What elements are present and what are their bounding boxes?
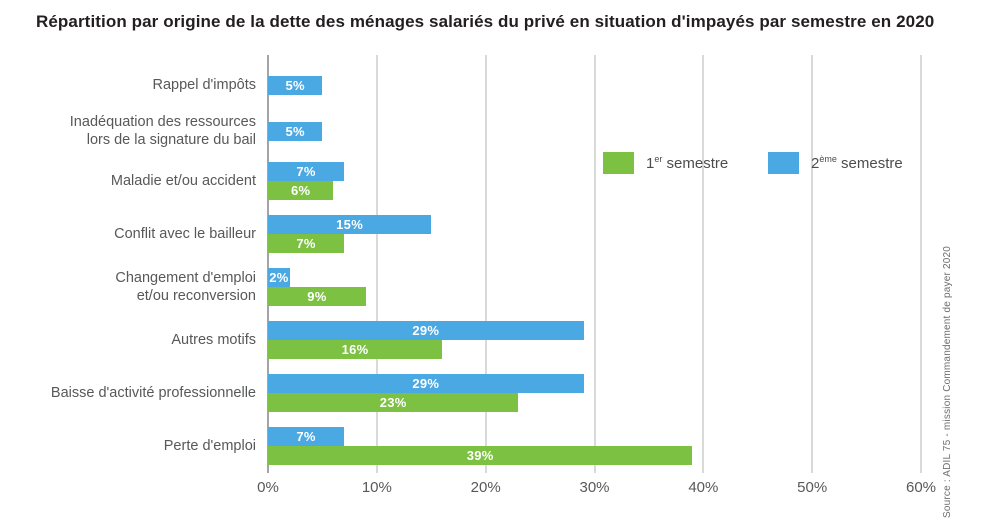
- bar-2eme-semestre: 29%: [268, 320, 584, 340]
- bar-group: 5%: [268, 121, 323, 141]
- x-axis-label-40%: 40%: [688, 479, 719, 496]
- category-label: Rappel d'impôts: [152, 77, 256, 93]
- category-label: Conflit avec le bailleur: [114, 225, 256, 242]
- chart-row: Conflit avec le bailleur 15% 7%: [0, 207, 921, 260]
- gridline-40%: [702, 55, 705, 473]
- bar-2eme-semestre: 5%: [268, 121, 323, 141]
- chart-row: Changement d'emploi et/ou reconversion 2% 9…: [0, 260, 921, 313]
- bar-value-label: 23%: [379, 394, 407, 410]
- bar-2eme-semestre: 5%: [268, 75, 323, 95]
- bar-value-label: 5%: [285, 77, 305, 93]
- bar-value-label: 29%: [412, 322, 440, 338]
- category-label: Perte d'emploi: [163, 437, 256, 454]
- x-axis-label-60%: 60%: [905, 479, 937, 496]
- x-axis: 0% 10% 20% 30% 40% 50% 60%: [0, 479, 999, 499]
- category-label: Changement d'emploi et/ou reconversion: [115, 269, 256, 304]
- bar-1er-semestre: 23%: [268, 392, 519, 412]
- plot-area: [267, 55, 922, 473]
- gridline-30%: [593, 55, 596, 473]
- source-note: Source : ADIL 75 - mission Commandement …: [942, 245, 953, 518]
- bar-1er-semestre: 39%: [268, 445, 693, 465]
- bar-value-label: 29%: [412, 375, 440, 391]
- bar-value-label: 6%: [290, 182, 311, 198]
- bar-group: 2% 9%: [268, 267, 366, 306]
- bars-region: Rappel d'impôts 5% Inadéquation des ressou…: [0, 58, 921, 472]
- chart-row: Baisse d'activité professionnelle 29% 23%: [0, 366, 921, 419]
- gridline-60%: [920, 55, 922, 473]
- bar-group: 5%: [268, 75, 323, 95]
- gridline-10%: [375, 55, 378, 473]
- chart-row: Autres motifs 29% 16%: [0, 313, 921, 366]
- chart-row: Perte d'emploi 7% 39%: [0, 419, 921, 472]
- bar-1er-semestre: 16%: [268, 339, 443, 359]
- bar-value-label: 2%: [269, 269, 289, 285]
- x-axis-label-20%: 20%: [470, 479, 501, 496]
- x-axis-label-10%: 10%: [361, 479, 392, 496]
- bar-value-label: 39%: [466, 447, 494, 463]
- gridline-20%: [484, 55, 487, 473]
- bar-group: 15% 7%: [268, 214, 432, 253]
- category-label: Autres motifs: [171, 331, 256, 348]
- chart-row: Maladie et/ou accident 7% 6%: [0, 154, 921, 207]
- category-label: Maladie et/ou accident: [110, 172, 256, 189]
- bar-2eme-semestre: 29%: [268, 373, 584, 393]
- bar-2eme-semestre: 15%: [268, 214, 432, 234]
- bar-value-label: 15%: [336, 216, 364, 232]
- bar-group: 29% 16%: [268, 320, 584, 359]
- x-axis-label-30%: 30%: [579, 479, 610, 496]
- chart-title: Répartition par origine de la dette des …: [36, 12, 935, 31]
- bar-2eme-semestre: 7%: [268, 426, 345, 446]
- bar-1er-semestre: 9%: [268, 286, 366, 306]
- bar-2eme-semestre: 7%: [268, 161, 345, 181]
- bar-value-label: 9%: [307, 288, 327, 304]
- bar-value-label: 7%: [296, 235, 316, 251]
- chart-row: Inadéquation des ressources lors de la si…: [0, 108, 921, 154]
- bar-value-label: 5%: [285, 123, 305, 139]
- x-axis-label-0%: 0%: [257, 479, 279, 496]
- bar-group: 7% 39%: [268, 426, 693, 465]
- bar-1er-semestre: 7%: [268, 233, 345, 253]
- bar-2eme-semestre: 2%: [268, 267, 290, 287]
- gridline-0%: [267, 55, 269, 473]
- bar-group: 7% 6%: [268, 161, 345, 200]
- bar-group: 29% 23%: [268, 373, 584, 412]
- gridline-50%: [811, 55, 814, 473]
- bar-1er-semestre: 6%: [268, 180, 334, 200]
- bar-value-label: 7%: [296, 428, 316, 444]
- bar-value-label: 7%: [296, 163, 316, 179]
- category-label: Inadéquation des ressources lors de la si…: [69, 114, 256, 148]
- x-axis-label-50%: 50%: [797, 479, 828, 496]
- category-label: Baisse d'activité professionnelle: [50, 384, 256, 401]
- bar-value-label: 16%: [341, 341, 369, 357]
- chart-row: Rappel d'impôts 5%: [0, 62, 921, 108]
